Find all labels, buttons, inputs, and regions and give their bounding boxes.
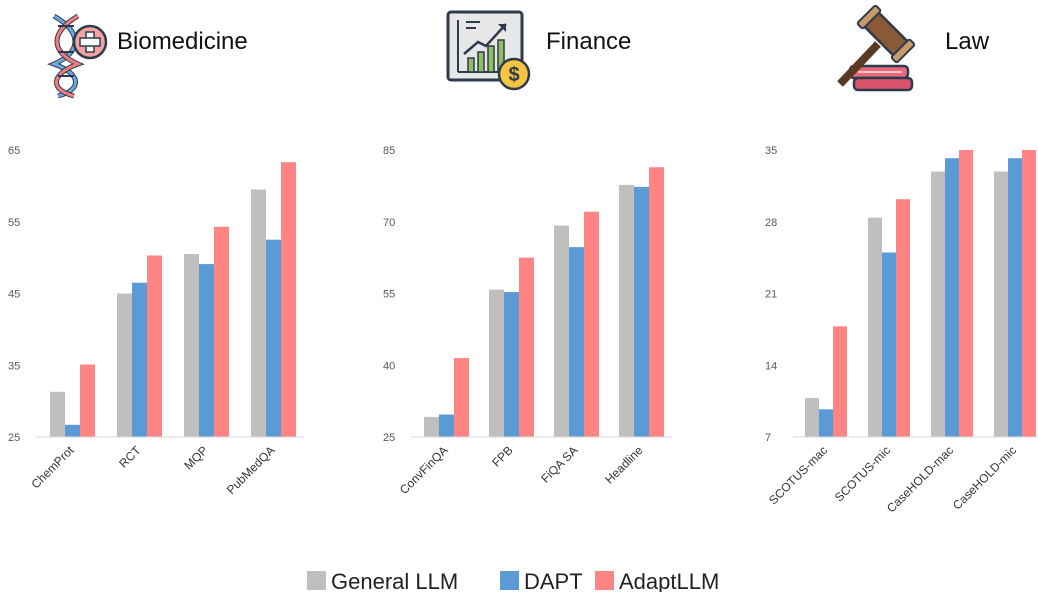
x-tick-label: MQP bbox=[181, 443, 210, 472]
y-tick-label: 25 bbox=[8, 432, 20, 444]
x-tick-label: PubMedQA bbox=[224, 443, 278, 497]
bar-general-llm-casehold-mac bbox=[931, 171, 945, 437]
bar-general-llm-fpb bbox=[489, 289, 504, 437]
bar-general-llm-pubmedqa bbox=[251, 189, 266, 437]
bar-adaptllm-fiqa-sa bbox=[584, 211, 599, 437]
bar-dapt-mqp bbox=[199, 264, 214, 437]
bar-dapt-chemprot bbox=[65, 424, 80, 437]
x-tick-label: CaseHOLD-mac bbox=[884, 443, 956, 515]
bar-adaptllm-scotus-mac bbox=[833, 326, 847, 437]
domain-title-finance: Finance bbox=[546, 28, 631, 55]
svg-text:$: $ bbox=[508, 64, 519, 86]
bar-adaptllm-fpb bbox=[519, 257, 534, 437]
bar-dapt-rct bbox=[132, 282, 147, 437]
x-tick-label: SCOTUS-mac bbox=[766, 443, 830, 507]
bar-adaptllm-chemprot bbox=[80, 364, 95, 437]
bar-adaptllm-headline bbox=[649, 167, 664, 437]
bar-general-llm-scotus-mic bbox=[868, 217, 882, 437]
x-tick-label: FiQA SA bbox=[538, 443, 580, 485]
y-tick-label: 7 bbox=[765, 432, 771, 444]
legend-swatch-general-llm bbox=[307, 571, 326, 590]
y-tick-label: 70 bbox=[383, 217, 395, 229]
y-tick-label: 25 bbox=[383, 432, 395, 444]
bar-general-llm-convfinqa bbox=[424, 416, 439, 437]
x-tick-label: ChemProt bbox=[29, 443, 78, 492]
y-tick-label: 35 bbox=[765, 145, 777, 157]
y-tick-label: 85 bbox=[383, 145, 395, 157]
x-tick-label: Headline bbox=[602, 443, 646, 487]
bar-dapt-casehold-mac bbox=[945, 158, 959, 437]
x-tick-label: SCOTUS-mic bbox=[832, 443, 893, 504]
bar-adaptllm-scotus-mic bbox=[896, 199, 910, 437]
x-tick-label: ConvFinQA bbox=[397, 443, 451, 497]
x-tick-label: RCT bbox=[116, 443, 144, 471]
x-tick-label: FPB bbox=[489, 443, 515, 469]
bar-general-llm-mqp bbox=[184, 254, 199, 437]
x-tick-label: CaseHOLD-mic bbox=[950, 443, 1019, 512]
legend-swatch-adaptllm bbox=[595, 571, 614, 590]
y-tick-label: 45 bbox=[8, 289, 20, 301]
domain-title-law: Law bbox=[945, 28, 990, 55]
bar-adaptllm-casehold-mac bbox=[959, 150, 973, 437]
chart-biomedicine: 25 35 45 55 65 ChemProt RCT MQP PubMedQA bbox=[8, 145, 304, 497]
bar-general-llm-chemprot bbox=[50, 391, 65, 437]
y-tick-label: 55 bbox=[383, 289, 395, 301]
y-tick-label: 40 bbox=[383, 360, 395, 372]
gavel-books-icon bbox=[837, 4, 916, 92]
bar-general-llm-casehold-mic bbox=[994, 171, 1008, 437]
chart-growth-dollar-icon: $ bbox=[446, 10, 531, 91]
bar-dapt-casehold-mic bbox=[1008, 158, 1022, 437]
domain-title-biomedicine: Biomedicine bbox=[117, 28, 248, 55]
bar-general-llm-scotus-mac bbox=[805, 398, 819, 437]
bar-dapt-scotus-mac bbox=[819, 409, 833, 437]
bar-dapt-convfinqa bbox=[439, 414, 454, 437]
bar-dapt-scotus-mic bbox=[882, 252, 896, 437]
bar-adaptllm-rct bbox=[147, 255, 162, 437]
bar-general-llm-fiqa-sa bbox=[554, 225, 569, 437]
y-tick-label: 14 bbox=[765, 360, 777, 372]
bar-dapt-pubmedqa bbox=[266, 239, 281, 437]
legend-swatch-dapt bbox=[500, 571, 519, 590]
y-tick-label: 55 bbox=[8, 217, 20, 229]
bar-adaptllm-convfinqa bbox=[454, 358, 469, 437]
legend-label-adaptllm: AdaptLLM bbox=[619, 569, 719, 592]
bar-dapt-fiqa-sa bbox=[569, 247, 584, 437]
legend-label-general-llm: General LLM bbox=[331, 569, 458, 592]
bar-adaptllm-casehold-mic bbox=[1022, 150, 1036, 437]
chart-finance: 25 40 55 70 85 ConvFinQA FPB FiQA SA Headline bbox=[383, 145, 672, 497]
y-tick-label: 28 bbox=[765, 217, 777, 229]
bar-general-llm-headline bbox=[619, 184, 634, 437]
y-tick-label: 65 bbox=[8, 145, 20, 157]
y-tick-label: 21 bbox=[765, 289, 777, 301]
bar-dapt-fpb bbox=[504, 292, 519, 437]
legend: General LLM DAPT AdaptLLM bbox=[307, 569, 719, 592]
legend-label-dapt: DAPT bbox=[524, 569, 583, 592]
bar-adaptllm-mqp bbox=[214, 226, 229, 437]
bar-general-llm-rct bbox=[117, 293, 132, 437]
y-tick-label: 35 bbox=[8, 360, 20, 372]
dna-medical-cross-icon bbox=[47, 13, 108, 99]
chart-law: 7 14 21 28 35 SCOTUS-mac SCOTUS-micCaseHOLD-ma… bbox=[765, 145, 1038, 515]
bar-dapt-headline bbox=[634, 186, 649, 437]
bar-adaptllm-pubmedqa bbox=[281, 162, 296, 437]
